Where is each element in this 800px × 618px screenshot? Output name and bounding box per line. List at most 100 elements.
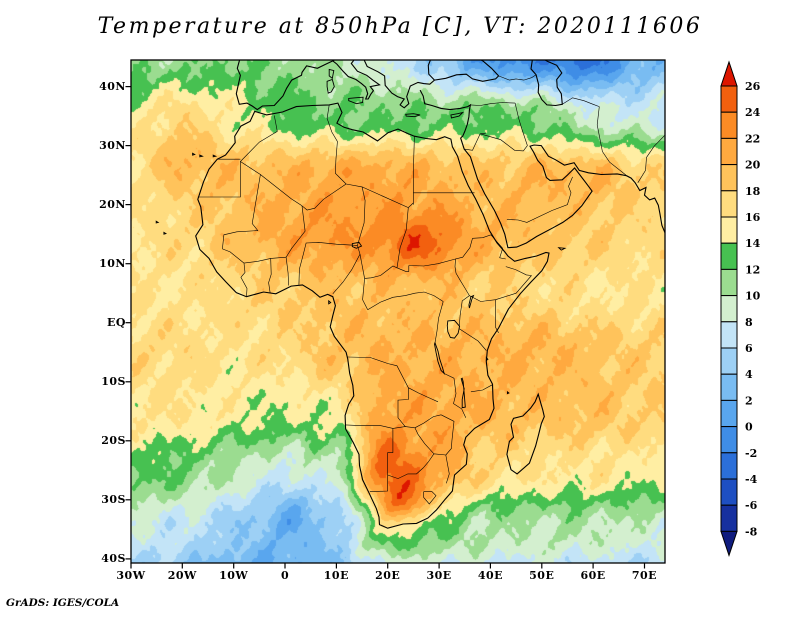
country-border [458,295,470,329]
country-border [505,266,532,276]
turkey-levant-coastline [419,89,472,139]
lon-tick-label: 10E [323,569,349,582]
country-border [444,373,467,418]
colorbar-segment [720,85,738,113]
lon-tick-label: 30E [426,569,452,582]
country-border [454,238,473,296]
colorbar-tick-label: -8 [745,525,758,538]
colorbar-segment [720,216,738,244]
plot-title: Temperature at 850hPa [C], VT: 202011160… [97,14,703,39]
colorbar-tick-label: 2 [745,394,753,407]
colorbar-tick-label: -4 [745,473,758,486]
lon-tick-label: 10W [219,569,249,582]
country-border [397,387,409,427]
lon-tick-label: 20W [167,569,197,582]
country-border [222,248,245,264]
island-outline [506,390,510,395]
country-border [480,133,528,152]
colorbar-tick-label: 10 [745,290,761,303]
country-border [332,245,361,294]
island-outline [192,152,196,156]
country-border [364,265,398,279]
country-border [458,328,487,351]
country-border [514,103,528,146]
colorbar-segment [720,268,738,297]
iberia-coastline [235,60,336,111]
country-border [596,106,627,176]
colorbar-segment [720,190,738,218]
colorbar-tick-label: -2 [745,447,757,460]
africa-coastline [195,102,550,529]
colorbar-tick-label: 8 [745,316,753,329]
island-outline [450,111,465,119]
country-border [408,258,456,267]
lake-outline [434,341,446,375]
country-border [440,414,455,456]
colorbar-segment [720,295,738,323]
country-border [414,427,435,455]
country-border [464,132,486,151]
country-border [445,454,450,484]
colorbar-tick-label: -6 [745,499,758,512]
temperature-field-canvas [131,60,665,563]
lon-tick-label: 50E [529,569,555,582]
colorbar-segment [720,137,738,166]
country-border [469,295,496,302]
lat-tick-label: 30S [101,493,126,507]
lat-tick-label: 10S [101,375,126,389]
island-outline [348,96,364,105]
credit-text: GrADS: IGES/COLA [6,597,120,609]
colorbar-tick-label: 26 [745,80,761,93]
colorbar-segment [720,426,738,454]
colorbar-segment [720,111,738,139]
country-border [499,248,506,260]
geography-layer [155,60,665,529]
island-outline [328,68,335,80]
lake-outline [460,377,466,409]
country-border [423,491,437,505]
country-border [197,115,278,198]
colorbar-segment [720,164,738,192]
country-border [243,256,287,264]
island-outline [485,356,489,362]
country-border [362,278,368,310]
lake-outline [446,319,461,339]
country-border [495,299,499,333]
country-border [498,74,537,81]
country-border [387,453,446,479]
island-outline [155,220,160,224]
madagascar-coastline [506,392,545,475]
colorbar-segment [720,504,738,532]
lat-tick-label: EQ [107,316,126,330]
island-outline [199,154,204,158]
country-border [345,424,415,429]
lon-tick-label: 30W [116,569,146,582]
lon-tick-label: 40E [477,569,504,582]
lon-tick-label: 20E [375,569,401,582]
colorbar-tick-label: 12 [745,263,760,276]
colorbar-segment [720,347,738,375]
colorbar-tick-label: 22 [745,132,760,145]
colorbar-arrow-up [720,60,738,87]
country-border [470,384,493,393]
country-border [396,207,409,268]
country-border [369,428,394,492]
country-border [285,205,306,258]
colorbar-segment [720,399,738,428]
country-border [470,102,516,106]
colorbar-segment [720,373,738,401]
lon-tick-label: 70E [631,569,658,582]
country-border [472,234,503,249]
colorbar-segment [720,478,738,506]
lake-outline [351,241,363,249]
island-outline [163,231,168,235]
country-border [240,161,303,207]
country-border [408,202,414,208]
lake-outline [468,294,475,309]
country-border [326,104,338,160]
country-border [268,258,272,293]
lon-tick-label: 0 [280,569,290,582]
balkans-blacksea-coastline [363,60,500,109]
